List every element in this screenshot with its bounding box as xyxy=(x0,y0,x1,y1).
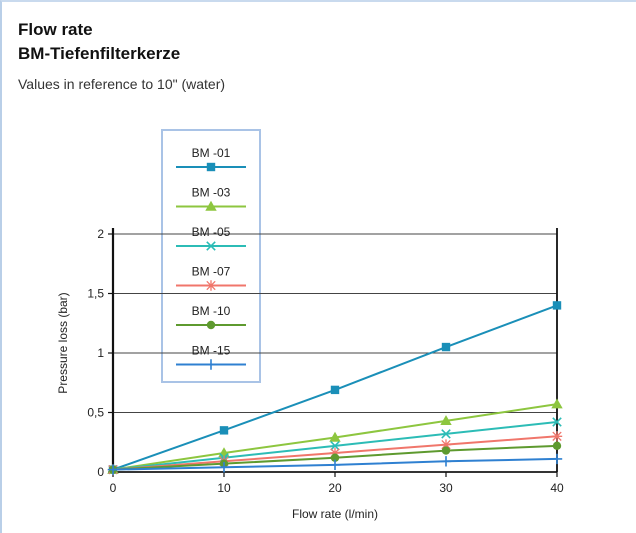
series-point xyxy=(551,431,563,442)
legend-box xyxy=(161,129,261,383)
legend-marker xyxy=(205,200,217,211)
legend-label: BM -05 xyxy=(192,225,231,239)
series-point xyxy=(552,441,562,451)
series-point xyxy=(551,398,563,409)
chart-title: Flow rate xyxy=(18,20,93,39)
series-point xyxy=(329,431,341,442)
x-tick-label: 30 xyxy=(439,481,453,495)
y-tick-label: 0 xyxy=(97,465,104,479)
series-point xyxy=(440,415,452,426)
x-tick-label: 0 xyxy=(110,481,117,495)
series-point xyxy=(552,417,562,427)
series-point xyxy=(330,441,340,451)
series-point xyxy=(552,301,562,310)
chart-subtitle: BM-Tiefenfilterkerze xyxy=(18,44,181,63)
series-point xyxy=(441,342,451,352)
series-point xyxy=(219,426,229,435)
x-axis-title: Flow rate (l/min) xyxy=(292,507,378,521)
series-point xyxy=(329,447,341,459)
y-tick-label: 0,5 xyxy=(87,406,104,420)
series-point xyxy=(440,456,452,467)
legend-label: BM -10 xyxy=(192,304,231,318)
series-point xyxy=(218,462,230,473)
series-point xyxy=(441,429,451,439)
y-tick-label: 1 xyxy=(97,346,104,360)
y-tick-label: 1,5 xyxy=(87,287,104,301)
series-point xyxy=(441,446,451,455)
series-point xyxy=(107,464,119,475)
legend-marker xyxy=(205,280,217,291)
legend-marker xyxy=(205,359,217,370)
y-axis-title: Pressure loss (bar) xyxy=(56,292,70,393)
legend-label: BM -03 xyxy=(192,186,231,200)
series-point xyxy=(330,453,340,462)
x-tick-label: 20 xyxy=(328,481,342,495)
chart-caption: Values in reference to 10" (water) xyxy=(18,76,226,92)
x-tick-label: 40 xyxy=(550,481,564,495)
series-point xyxy=(330,385,340,395)
y-tick-label: 2 xyxy=(97,227,104,241)
series-point xyxy=(440,439,452,450)
series-point xyxy=(329,459,341,471)
x-tick-label: 10 xyxy=(217,481,231,495)
legend-label: BM -15 xyxy=(192,344,231,358)
series-point xyxy=(551,453,563,465)
legend-marker xyxy=(206,320,216,330)
legend-label: BM -01 xyxy=(192,146,231,160)
legend-marker xyxy=(206,241,216,251)
legend-marker xyxy=(206,162,216,172)
legend-label: BM -07 xyxy=(192,265,231,279)
